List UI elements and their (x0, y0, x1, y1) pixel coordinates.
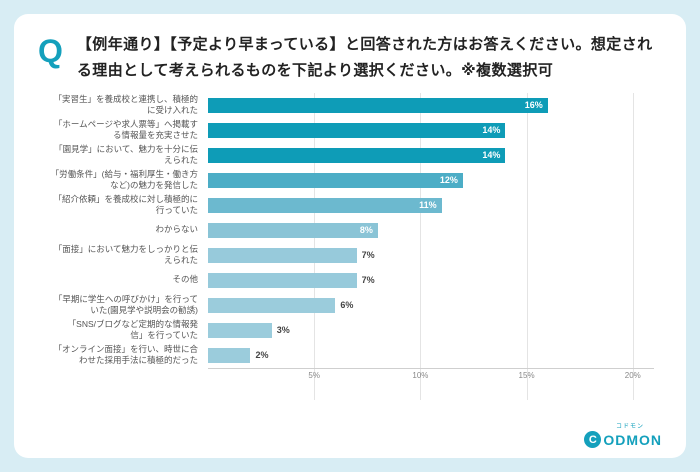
chart-row: 「SNS/ブログなど定期的な情報発 信」を行っていた 3% (38, 318, 662, 343)
x-tick-label: 10% (412, 370, 429, 380)
value-label: 6% (340, 300, 354, 310)
category-label: 「SNS/ブログなど定期的な情報発 信」を行っていた (67, 318, 198, 340)
bar (208, 247, 357, 263)
chart-row: わからない 8% (38, 218, 662, 243)
value-label: 14% (482, 150, 501, 160)
category-label: 「実習生」を養成校と連携し、積極的 に受け入れた (53, 93, 198, 115)
chart-row: 「早期に学生への呼びかけ」を行って いた(園見学や説明会の勧誘) 6% (38, 293, 662, 318)
bar-track: 8% (208, 222, 654, 238)
bar (208, 322, 272, 338)
codmon-logo-subtext: コドモン (615, 424, 644, 430)
x-tick-label: 15% (518, 370, 535, 380)
bar: 12% (208, 172, 463, 188)
bar: 14% (208, 147, 506, 163)
value-label: 11% (419, 200, 437, 210)
bar: 14% (208, 122, 506, 138)
gridline (420, 92, 422, 400)
x-axis: 5% 10% 15% 20% (208, 367, 654, 383)
chart-row: 「ホームページや求人票等」へ掲載す る情報量を充実させた 14% (38, 118, 662, 143)
survey-card: Q 【例年通り】【予定より早まっている】と回答された方はお答えください。想定され… (14, 14, 686, 458)
value-label: 3% (276, 325, 290, 335)
bar-track: 14% (208, 122, 654, 138)
chart-row: 「面接」において魅力をしっかりと伝 えられた 7% (38, 243, 662, 268)
bar (208, 347, 251, 363)
category-label: わからない (155, 224, 198, 235)
value-label: 7% (361, 275, 375, 285)
question-text: 【例年通り】【予定より早まっている】と回答された方はお答えください。想定される理… (76, 36, 653, 80)
x-tick-label: 20% (624, 370, 641, 380)
footer: コドモン C ODMON (38, 414, 662, 450)
bar (208, 272, 357, 288)
value-label: 7% (361, 250, 375, 260)
value-label: 8% (359, 225, 373, 235)
codmon-logo: コドモン C ODMON (584, 421, 662, 448)
chart-row: 「オンライン面接」を行い、時世に合 わせた採用手法に積極的だった 2% (38, 343, 662, 368)
bar-track: 3% (208, 322, 654, 338)
bar (208, 297, 336, 313)
bar-track: 11% (208, 197, 654, 213)
bar-track: 2% (208, 347, 654, 363)
bar-chart: 「実習生」を養成校と連携し、積極的 に受け入れた 16% 「ホームページや求人票等」… (38, 92, 662, 415)
value-label: 2% (255, 350, 269, 360)
category-label: 「オンライン面接」を行い、時世に合 わせた採用手法に積極的だった (53, 343, 198, 365)
question-header: Q 【例年通り】【予定より早まっている】と回答された方はお答えください。想定され… (38, 32, 662, 85)
chart-row: 「紹介依頼」を養成校に対し積極的に 行っていた 11% (38, 193, 662, 218)
category-label: 「早期に学生への呼びかけ」を行って いた(園見学や説明会の勧誘) (53, 293, 198, 315)
category-label: 「ホームページや求人票等」へ掲載す る情報量を充実させた (53, 118, 198, 140)
codmon-logo-icon: C (584, 431, 602, 448)
value-label: 16% (524, 100, 543, 110)
chart-row: 「実習生」を養成校と連携し、積極的 に受け入れた 16% (38, 93, 662, 118)
bar: 11% (208, 197, 442, 213)
gridline (314, 92, 316, 400)
category-label: 「面接」において魅力をしっかりと伝 えられた (53, 243, 198, 265)
bar-track: 7% (208, 247, 654, 263)
category-label: 「紹介依頼」を養成校に対し積極的に 行っていた (53, 193, 198, 215)
value-label: 14% (482, 125, 501, 135)
codmon-logo-row: C ODMON (584, 431, 662, 448)
chart-row: その他 7% (38, 268, 662, 293)
bar-track: 16% (208, 97, 654, 113)
bar-track: 7% (208, 272, 654, 288)
chart-rows: 「実習生」を養成校と連携し、積極的 に受け入れた 16% 「ホームページや求人票等」… (38, 93, 662, 368)
bar: 8% (208, 222, 378, 238)
gridline-layer (208, 92, 654, 400)
codmon-logo-text: ODMON (603, 431, 662, 448)
category-label: その他 (172, 274, 198, 285)
bar-track: 14% (208, 147, 654, 163)
bar-track: 12% (208, 172, 654, 188)
gridline (526, 92, 528, 400)
question-mark-icon: Q (38, 33, 63, 69)
x-tick-label: 5% (308, 370, 320, 380)
bar-track: 6% (208, 297, 654, 313)
gridline (632, 92, 634, 400)
value-label: 12% (439, 175, 458, 185)
category-label: 「労働条件」(給与・福利厚生・働き方 など)の魅力を発信した (50, 168, 198, 190)
category-label: 「園見学」において、魅力を十分に伝 えられた (54, 143, 198, 165)
bar: 16% (208, 97, 548, 113)
chart-row: 「労働条件」(給与・福利厚生・働き方 など)の魅力を発信した 12% (38, 168, 662, 193)
chart-row: 「園見学」において、魅力を十分に伝 えられた 14% (38, 143, 662, 168)
